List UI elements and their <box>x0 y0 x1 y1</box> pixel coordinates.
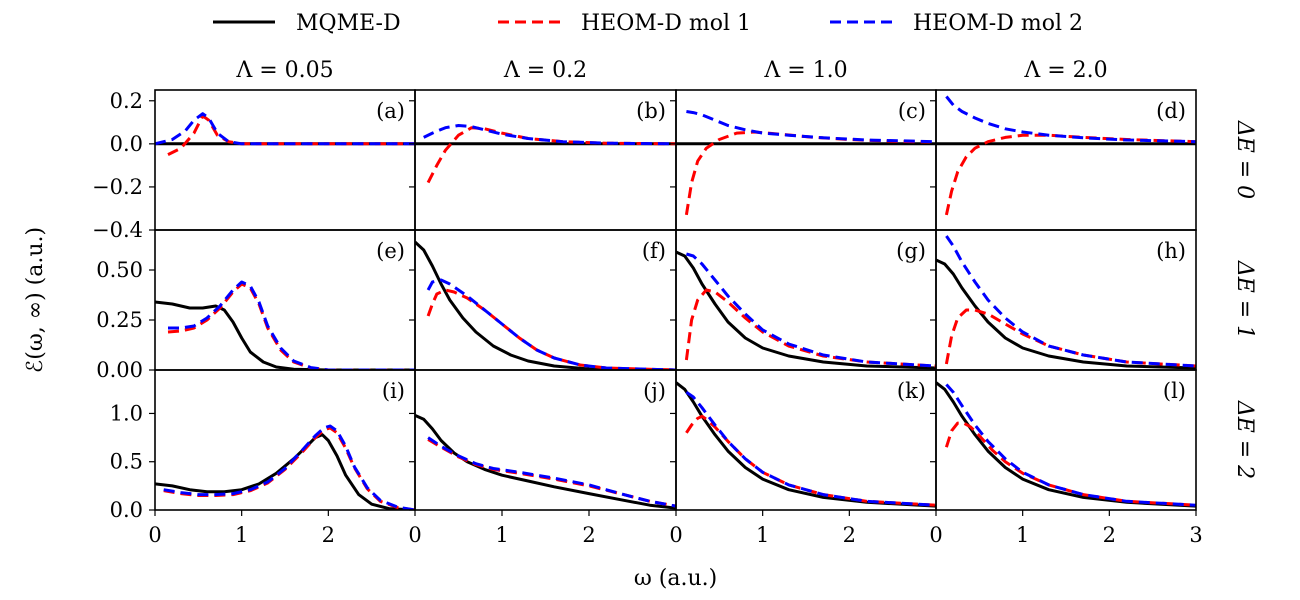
x-tick-label: 3 <box>1189 523 1202 547</box>
panel: (i) 0.0 0.5 1.0 0 1 2 <box>110 369 416 547</box>
y-tick-label: 0.50 <box>96 258 143 282</box>
panel: (h) <box>930 229 1197 371</box>
panel-label: (i) <box>382 379 405 403</box>
series-line-mqme-d <box>415 414 676 510</box>
series-line-heom-d-mol-2 <box>945 383 1196 507</box>
series-line-mqme-d <box>155 300 415 370</box>
panel-label: (k) <box>897 379 926 403</box>
y-tick-label: 0.25 <box>96 308 143 332</box>
panel-frame <box>414 369 677 511</box>
panel: (e) 0.00 0.25 0.50 <box>96 229 416 382</box>
panel: (b) <box>409 89 677 231</box>
x-tick-label: 1 <box>756 523 769 547</box>
panel-label: (g) <box>896 239 926 263</box>
legend: MQME-D HEOM-D mol 1 HEOM-D mol 2 <box>213 11 1083 36</box>
series-line-heom-d-mol-1 <box>167 282 415 370</box>
panel: (k) 0 1 2 <box>669 369 937 547</box>
panel: (d) <box>930 89 1197 231</box>
y-tick-label: 0.2 <box>110 89 143 113</box>
series-line-heom-d-mol-2 <box>427 436 676 508</box>
legend-label: HEOM-D mol 2 <box>913 11 1083 36</box>
y-tick-label: −0.4 <box>92 218 143 242</box>
series-line-mqme-d <box>936 258 1196 370</box>
x-tick-label: 1 <box>235 523 248 547</box>
x-tick-label: 1 <box>1016 523 1029 547</box>
panel: (a) −0.4 −0.2 0.0 0.2 <box>92 89 416 242</box>
series-line-mqme-d <box>415 240 676 370</box>
series-line-heom-d-mol-1 <box>167 114 415 156</box>
legend-entry: HEOM-D mol 2 <box>830 11 1083 36</box>
panel-label: (b) <box>636 99 666 123</box>
x-tick-label: 1 <box>495 523 508 547</box>
column-title: Λ = 2.0 <box>1023 58 1107 83</box>
y-tick-label: 0.0 <box>110 498 143 522</box>
panel: (l) 0 1 2 3 <box>929 369 1203 547</box>
panel-frame <box>935 369 1197 511</box>
series-line-heom-d-mol-1 <box>427 438 676 508</box>
x-tick-label: 0 <box>408 523 421 547</box>
series-line-heom-d-mol-2 <box>163 424 415 510</box>
series-line-heom-d-mol-1 <box>426 126 676 184</box>
series-line-heom-d-mol-1 <box>426 288 676 370</box>
series-line-mqme-d <box>676 250 936 370</box>
y-tick-label: −0.2 <box>92 175 143 199</box>
x-tick-label: 2 <box>1103 523 1116 547</box>
row-label: ΔE = 2 <box>1232 400 1257 479</box>
legend-label: HEOM-D mol 1 <box>581 11 751 36</box>
row-labels: ΔE = 0 ΔE = 1 ΔE = 2 <box>1232 120 1257 479</box>
y-tick-label: 0.5 <box>110 450 143 474</box>
legend-label: MQME-D <box>296 11 401 36</box>
series-line-heom-d-mol-2 <box>686 110 936 144</box>
column-title: Λ = 0.2 <box>503 58 587 83</box>
panel: (c) <box>670 89 937 231</box>
column-title: Λ = 0.05 <box>235 58 333 83</box>
panel-label: (e) <box>376 239 405 263</box>
panels-grid: (a)−0.4−0.20.00.2 (b) (c) (d)(e)0.000.250.5… <box>92 89 1203 547</box>
x-tick-label: 0 <box>929 523 942 547</box>
panel-label: (a) <box>376 99 405 123</box>
panel-label: (j) <box>643 379 666 403</box>
series-line-mqme-d <box>936 381 1196 508</box>
column-title: Λ = 1.0 <box>763 58 847 83</box>
x-tick-label: 0 <box>669 523 682 547</box>
series-line-mqme-d <box>676 381 936 508</box>
y-axis-title: ℰ(ω, ∞) (a.u.) <box>23 227 48 373</box>
panel: (g) <box>670 229 937 371</box>
x-tick-label: 0 <box>148 523 161 547</box>
row-label: ΔE = 0 <box>1232 120 1257 199</box>
panel-label: (c) <box>898 99 926 123</box>
x-tick-label: 2 <box>322 523 335 547</box>
panel: (j) 0 1 2 <box>408 369 677 547</box>
series-line-heom-d-mol-2 <box>685 252 936 368</box>
series-line-heom-d-mol-1 <box>944 133 1196 216</box>
panel-frame <box>414 229 677 371</box>
series-line-heom-d-mol-2 <box>945 235 1196 368</box>
y-tick-label: 0.00 <box>96 358 143 382</box>
series-line-heom-d-mol-2 <box>168 280 415 370</box>
x-tick-label: 2 <box>582 523 595 547</box>
series-line-heom-d-mol-2 <box>685 390 936 507</box>
y-tick-label: 1.0 <box>110 401 143 425</box>
panel-label: (l) <box>1163 379 1186 403</box>
series-line-heom-d-mol-2 <box>426 278 676 370</box>
panel-label: (f) <box>642 239 666 263</box>
series-line-heom-d-mol-2 <box>155 112 415 146</box>
x-tick-label: 2 <box>843 523 856 547</box>
series-line-heom-d-mol-1 <box>684 288 936 368</box>
x-axis-title: ω (a.u.) <box>634 566 717 591</box>
row-label: ΔE = 1 <box>1232 260 1257 339</box>
legend-entry: MQME-D <box>213 11 401 36</box>
y-tick-label: 0.0 <box>110 132 143 156</box>
column-titles: Λ = 0.05 Λ = 0.2 Λ = 1.0 Λ = 2.0 <box>235 58 1107 83</box>
panel-label: (d) <box>1156 99 1186 123</box>
series-line-heom-d-mol-2 <box>945 95 1196 144</box>
series-line-heom-d-mol-1 <box>944 421 1196 507</box>
legend-entry: HEOM-D mol 1 <box>498 11 751 36</box>
panel-label: (h) <box>1156 239 1186 263</box>
series-line-heom-d-mol-2 <box>423 124 676 146</box>
panel: (f) <box>409 229 677 371</box>
